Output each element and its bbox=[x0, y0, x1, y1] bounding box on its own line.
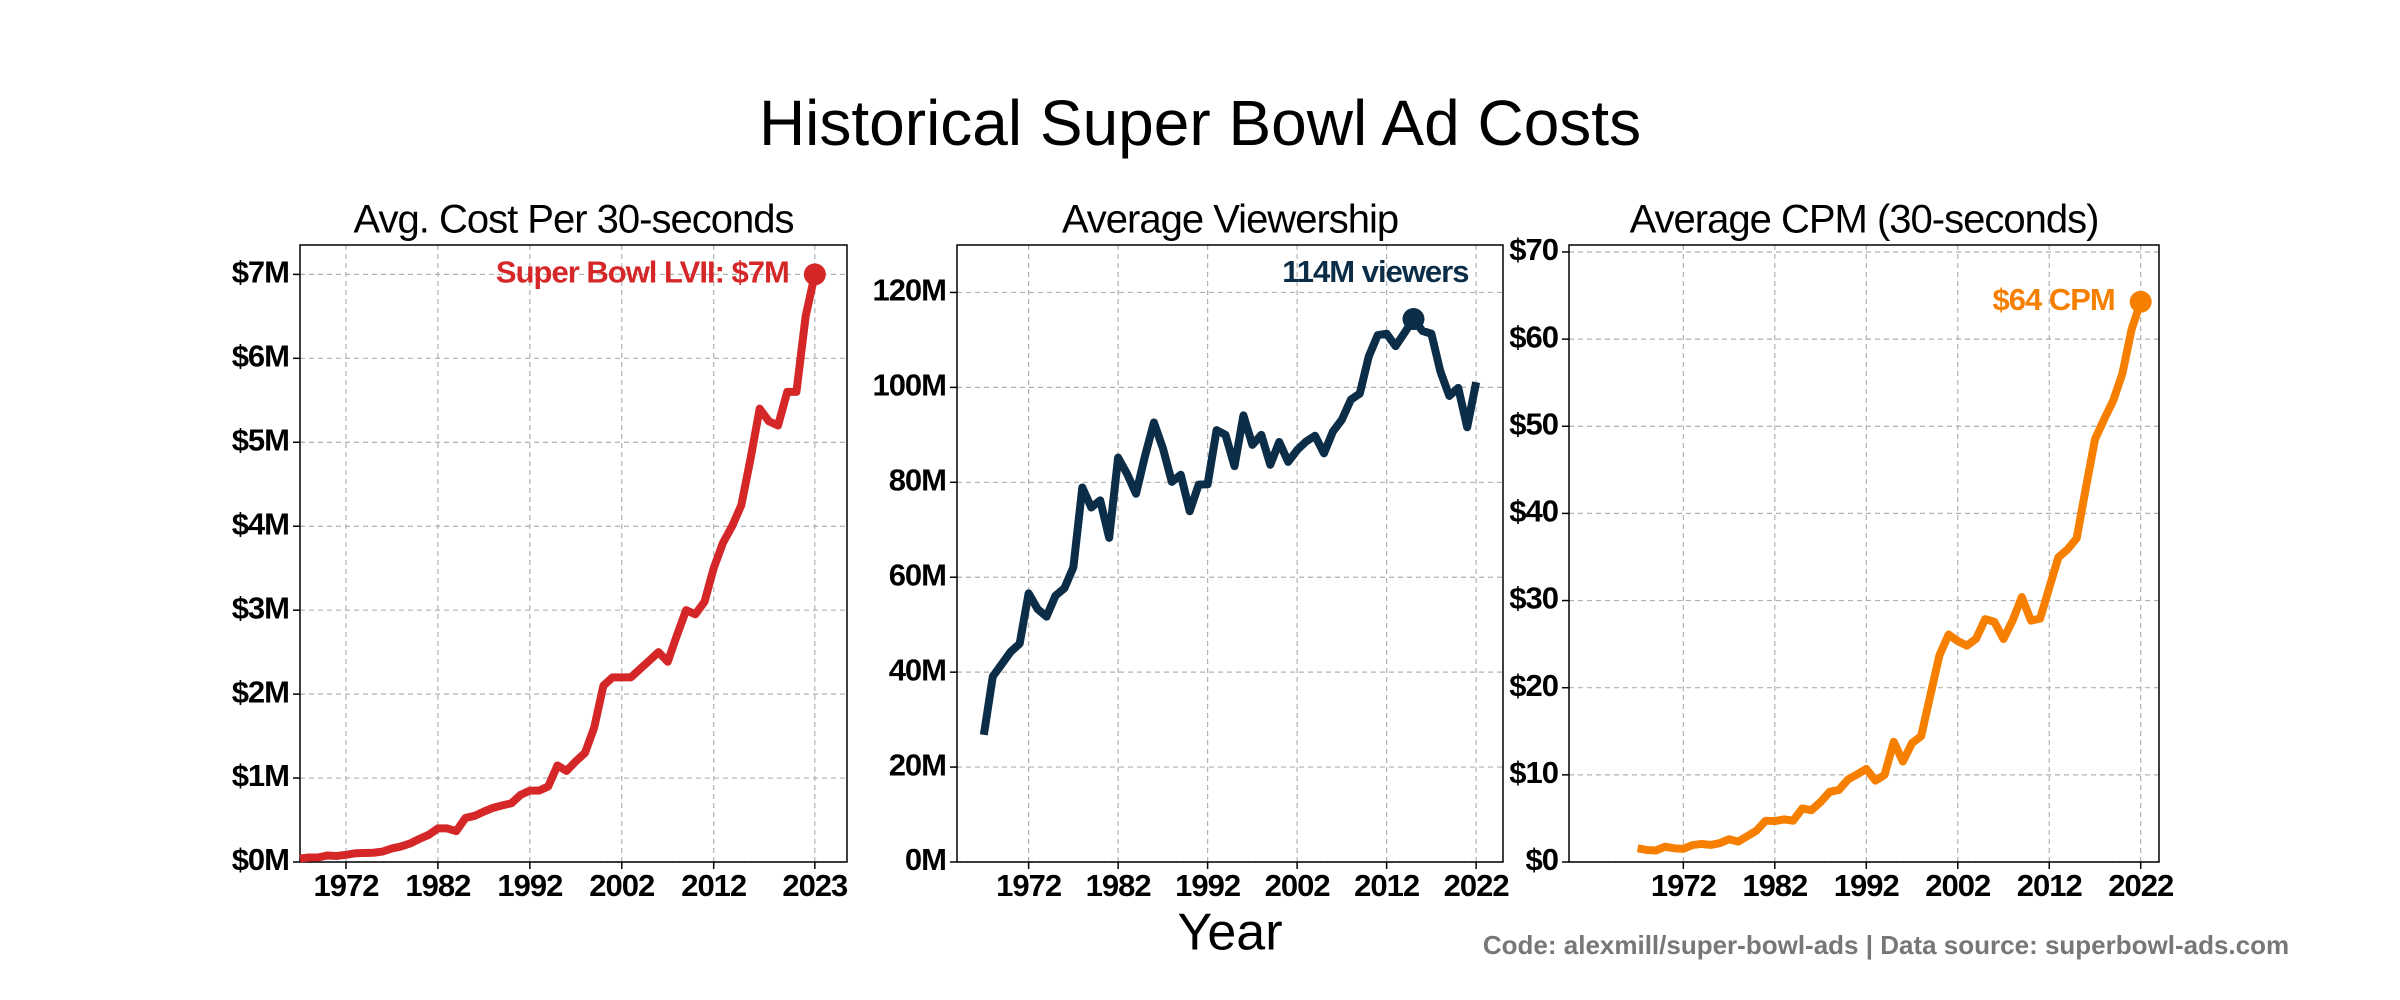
y-tick-label: $60 bbox=[1509, 319, 1558, 354]
y-tick-label: $20 bbox=[1509, 668, 1558, 703]
annotation-label: Super Bowl LVII: $7M bbox=[496, 255, 789, 290]
y-tick-label: 60M bbox=[889, 557, 946, 592]
y-tick-label: $4M bbox=[232, 506, 289, 541]
x-tick-label: 2022 bbox=[2108, 868, 2173, 903]
y-tick-label: $10 bbox=[1509, 755, 1558, 790]
annotation-marker bbox=[2129, 290, 2152, 313]
x-tick-label: 1992 bbox=[1175, 868, 1240, 903]
x-tick-label: 1992 bbox=[497, 868, 562, 903]
x-tick-label: 2022 bbox=[1444, 868, 1509, 903]
x-axis-label: Year bbox=[1177, 904, 1282, 962]
x-tick-label: 2012 bbox=[2017, 868, 2082, 903]
y-tick-label: $1M bbox=[232, 758, 289, 793]
x-tick-label: 2012 bbox=[1354, 868, 1419, 903]
x-tick-label: 1982 bbox=[405, 868, 470, 903]
x-tick-label: 2023 bbox=[782, 868, 848, 903]
x-tick-label: 2012 bbox=[681, 868, 746, 903]
y-tick-label: $0M bbox=[232, 842, 289, 877]
annotation-marker bbox=[1402, 308, 1425, 331]
x-tick-label: 1972 bbox=[313, 868, 378, 903]
x-tick-label: 1972 bbox=[996, 868, 1061, 903]
x-tick-label: 1982 bbox=[1086, 868, 1151, 903]
subplot-title: Average Viewership bbox=[1062, 198, 1398, 242]
footer: Code: alexmill/super-bowl-ads | Data sou… bbox=[1483, 930, 2289, 960]
y-tick-label: $50 bbox=[1509, 406, 1558, 441]
y-tick-label: 120M bbox=[872, 273, 946, 308]
annotation-marker bbox=[803, 263, 826, 286]
data-line bbox=[979, 315, 1481, 736]
y-tick-label: $7M bbox=[232, 255, 289, 290]
x-tick-label: 1982 bbox=[1742, 868, 1807, 903]
annotation-label: 114M viewers bbox=[1282, 254, 1468, 289]
subplot-title: Average CPM (30-seconds) bbox=[1630, 198, 2099, 242]
y-tick-label: 40M bbox=[889, 652, 946, 687]
y-tick-label: $0 bbox=[1526, 842, 1558, 877]
data-line bbox=[1636, 300, 2145, 855]
y-tick-label: $30 bbox=[1509, 581, 1558, 616]
subplot-title: Avg. Cost Per 30-seconds bbox=[354, 198, 794, 242]
y-tick-label: $70 bbox=[1509, 232, 1558, 267]
y-tick-label: 0M bbox=[905, 842, 946, 877]
x-tick-label: 2002 bbox=[589, 868, 654, 903]
x-tick-label: 2002 bbox=[1265, 868, 1330, 903]
plot-frame bbox=[1568, 244, 2160, 863]
y-tick-label: 80M bbox=[889, 462, 946, 497]
y-tick-label: 20M bbox=[889, 747, 946, 782]
annotation-label: $64 CPM bbox=[1992, 282, 2114, 317]
plot-frame bbox=[299, 244, 848, 863]
y-tick-label: $5M bbox=[232, 422, 289, 457]
y-tick-label: $6M bbox=[232, 339, 289, 374]
x-tick-label: 2002 bbox=[1925, 868, 1990, 903]
x-tick-label: 1972 bbox=[1651, 868, 1716, 903]
plot-frame bbox=[956, 244, 1504, 863]
y-tick-label: $40 bbox=[1509, 494, 1558, 529]
x-tick-label: 1992 bbox=[1834, 868, 1899, 903]
y-tick-label: 100M bbox=[872, 368, 946, 403]
data-line bbox=[299, 273, 819, 863]
figure-title: Historical Super Bowl Ad Costs bbox=[759, 87, 1641, 159]
y-tick-label: $3M bbox=[232, 590, 289, 625]
y-tick-label: $2M bbox=[232, 674, 289, 709]
